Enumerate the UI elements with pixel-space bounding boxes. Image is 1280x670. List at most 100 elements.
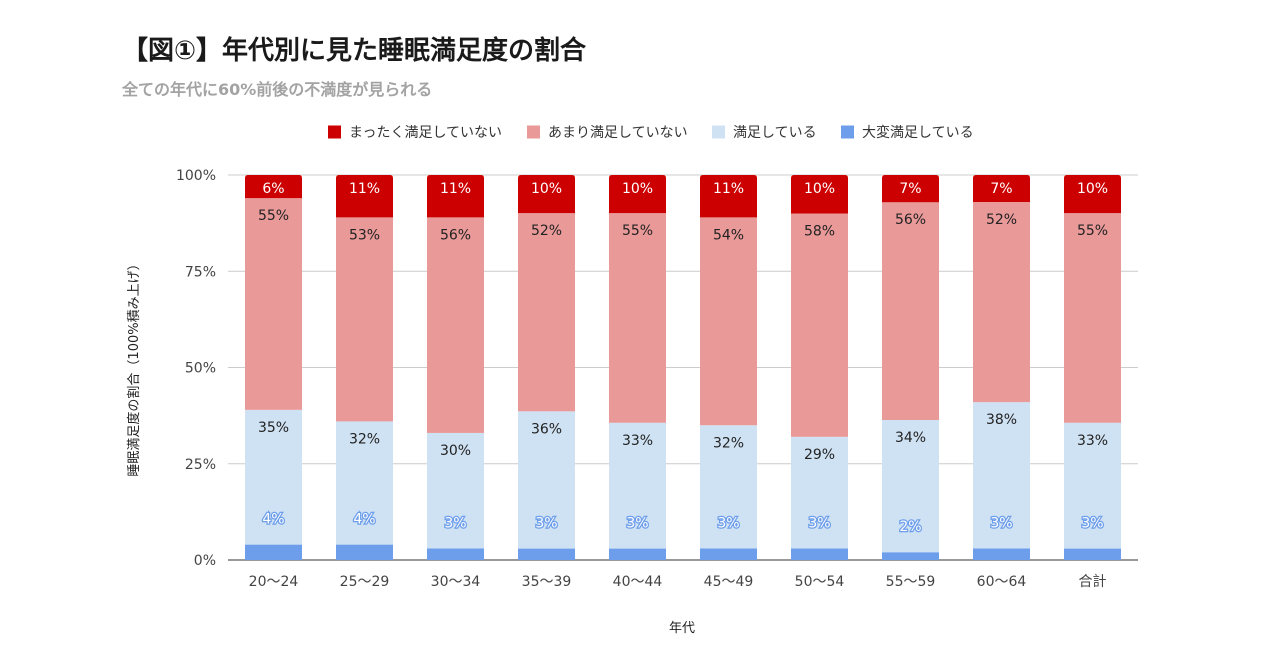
x-tick-label: 合計 <box>1079 574 1107 590</box>
legend-label: まったく満足していない <box>349 125 502 141</box>
bar-segment <box>245 544 302 560</box>
data-label: 32% <box>349 431 380 447</box>
data-label: 3% <box>717 515 739 531</box>
data-label: 11% <box>713 181 744 197</box>
bar-segment <box>609 213 666 423</box>
x-tick-label: 60〜64 <box>977 574 1027 590</box>
legend-item: あまり満足していない <box>527 125 688 141</box>
bar-group <box>1064 175 1121 560</box>
bar-group <box>882 175 939 560</box>
data-label: 33% <box>1077 433 1108 449</box>
bar-segment <box>518 548 575 560</box>
bar-segment <box>700 175 757 218</box>
bar-segment <box>336 217 393 422</box>
x-tick-label: 30〜34 <box>431 574 481 590</box>
bar-segment <box>973 548 1030 560</box>
chart-subtitle: 全ての年代に60%前後の不満度が見られる <box>122 80 433 99</box>
bar-segment <box>1064 213 1121 423</box>
bar-group <box>609 175 666 560</box>
bar-segment <box>791 548 848 560</box>
bar-segment <box>1064 422 1121 549</box>
bar-group <box>518 175 575 560</box>
x-axis-title: 年代 <box>669 621 695 636</box>
data-label: 4% <box>353 512 375 528</box>
x-tick-label: 55〜59 <box>886 574 936 590</box>
y-tick-label: 0% <box>194 553 216 569</box>
data-label: 56% <box>440 227 471 243</box>
data-label: 52% <box>531 223 562 239</box>
bar-group <box>700 175 757 560</box>
data-label: 7% <box>899 181 921 197</box>
bar-segment <box>973 402 1030 549</box>
data-label: 33% <box>622 433 653 449</box>
bar-segment <box>609 175 666 214</box>
legend-item: 大変満足している <box>841 124 974 141</box>
bar-segment <box>791 213 848 437</box>
data-label: 35% <box>258 420 289 436</box>
x-tick-label: 45〜49 <box>704 574 754 590</box>
bar-group <box>973 175 1030 560</box>
legend-swatch <box>712 125 725 139</box>
legend-swatch <box>527 125 540 139</box>
legend-swatch <box>841 125 854 139</box>
data-label: 11% <box>440 181 471 197</box>
bar-segment <box>791 175 848 214</box>
data-label: 3% <box>1081 516 1103 532</box>
bar-segment <box>427 548 484 560</box>
data-label: 2% <box>899 519 921 535</box>
bar-segment <box>791 436 848 549</box>
data-label: 3% <box>535 516 557 532</box>
data-label: 32% <box>713 435 744 451</box>
x-tick-label: 35〜39 <box>522 574 572 590</box>
data-label: 55% <box>1077 223 1108 239</box>
bar-segment <box>518 411 575 549</box>
data-label: 3% <box>444 515 466 531</box>
bar-segment <box>1064 548 1121 560</box>
bar-segment <box>518 213 575 412</box>
y-tick-label: 25% <box>185 457 216 473</box>
legend-label: 大変満足している <box>862 124 974 141</box>
data-label: 10% <box>804 181 835 197</box>
chart-title: 【図①】年代別に見た睡眠満足度の割合 <box>122 36 587 66</box>
legend-swatch <box>328 125 341 139</box>
bar-segment <box>882 175 939 203</box>
data-label: 36% <box>531 421 562 437</box>
data-label: 11% <box>349 181 380 197</box>
legend-label: あまり満足していない <box>548 125 688 141</box>
y-tick-label: 50% <box>185 361 216 377</box>
bar-segment <box>336 421 393 545</box>
bar-segment <box>882 420 939 553</box>
x-tick-label: 40〜44 <box>613 574 663 590</box>
data-label: 10% <box>1077 181 1108 197</box>
bar-segment <box>427 175 484 218</box>
data-label: 6% <box>262 181 284 197</box>
bar-segment <box>700 217 757 426</box>
bar-segment <box>336 544 393 560</box>
data-label: 7% <box>990 181 1012 197</box>
data-label: 29% <box>804 447 835 463</box>
data-label: 55% <box>258 208 289 224</box>
data-label: 4% <box>262 512 284 528</box>
data-label: 58% <box>804 224 835 240</box>
bar-segment <box>882 552 939 560</box>
x-tick-label: 25〜29 <box>340 574 390 590</box>
x-tick-label: 50〜54 <box>795 574 845 590</box>
bar-group <box>245 175 302 560</box>
y-tick-label: 75% <box>185 264 216 280</box>
bar-segment <box>973 175 1030 202</box>
data-label: 53% <box>349 227 380 243</box>
bar-segment <box>973 201 1030 403</box>
bar-segment <box>882 202 939 420</box>
data-label: 34% <box>895 430 926 446</box>
bar-segment <box>1064 175 1121 214</box>
bar-segment <box>427 217 484 433</box>
bar-group <box>427 175 484 560</box>
legend: まったく満足していない あまり満足していない 満足している 大変満足している <box>328 124 974 141</box>
legend-item: まったく満足していない <box>328 125 502 141</box>
bars <box>245 175 1121 560</box>
data-label: 30% <box>440 443 471 459</box>
bar-segment <box>700 548 757 560</box>
bar-segment <box>609 422 666 549</box>
bar-segment <box>700 425 757 549</box>
data-label: 3% <box>808 515 830 531</box>
